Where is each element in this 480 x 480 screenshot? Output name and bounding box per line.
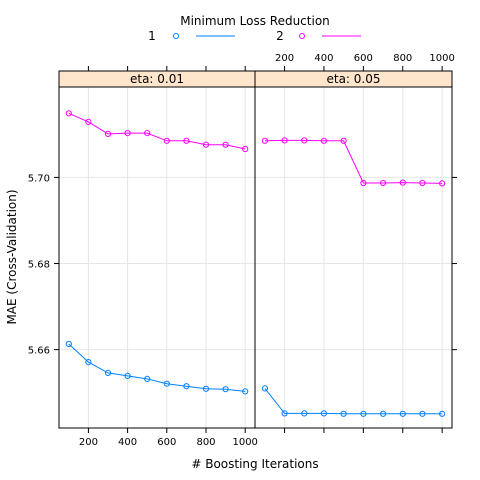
data-point-2 bbox=[144, 130, 151, 137]
panel-2: eta: 0.05 200 400 600 800 1000 bbox=[254, 53, 457, 433]
legend-label-1: 1 bbox=[148, 29, 156, 43]
x-tick-label-top: 600 bbox=[354, 53, 373, 64]
data-point-2 bbox=[320, 137, 327, 144]
data-point-1 bbox=[261, 385, 268, 392]
series-line-1 bbox=[264, 388, 443, 415]
data-point-1 bbox=[85, 359, 92, 366]
data-point-1 bbox=[202, 385, 210, 392]
legend-label-2: 2 bbox=[276, 29, 284, 43]
data-point-2 bbox=[222, 141, 229, 148]
data-point-1 bbox=[183, 383, 190, 390]
data-point-1 bbox=[340, 410, 347, 417]
data-point-1 bbox=[281, 410, 288, 417]
legend-marker-2 bbox=[299, 33, 305, 39]
panel-border bbox=[254, 86, 453, 429]
data-point-1 bbox=[163, 380, 170, 387]
series-line-2 bbox=[68, 112, 246, 150]
strip-label: eta: 0.01 bbox=[130, 72, 184, 86]
data-point-2 bbox=[360, 179, 367, 187]
data-point-2 bbox=[242, 145, 249, 153]
data-point-1 bbox=[144, 375, 151, 382]
data-point-2 bbox=[124, 130, 131, 137]
data-point-1 bbox=[124, 372, 131, 379]
data-point-2 bbox=[380, 179, 387, 187]
data-point-1 bbox=[242, 388, 249, 395]
data-point-2 bbox=[85, 118, 92, 126]
data-point-1 bbox=[399, 410, 406, 417]
x-tick-label-top: 200 bbox=[275, 53, 294, 64]
y-tick-label: 5.68 bbox=[28, 260, 50, 271]
data-point-1 bbox=[301, 410, 308, 417]
data-point-2 bbox=[261, 137, 268, 144]
data-point-2 bbox=[104, 130, 112, 137]
x-tick-label: 800 bbox=[196, 437, 215, 448]
data-point-1 bbox=[380, 410, 387, 417]
y-tick-label: 5.70 bbox=[28, 173, 50, 184]
x-tick-label: 1000 bbox=[232, 437, 257, 448]
strip-label: eta: 0.05 bbox=[326, 72, 380, 86]
x-tick-label-top: 1000 bbox=[429, 53, 454, 64]
panel-1: eta: 0.01 200 400 600 800 1000 5.66 5.68 5.70 bbox=[28, 66, 258, 448]
data-point-2 bbox=[439, 180, 446, 187]
data-point-1 bbox=[104, 369, 112, 376]
data-point-1 bbox=[222, 386, 229, 393]
data-point-2 bbox=[419, 179, 426, 187]
x-axis-label: # Boosting Iterations bbox=[191, 457, 318, 471]
legend-title: Minimum Loss Reduction bbox=[180, 14, 330, 28]
x-tick-label: 400 bbox=[118, 437, 137, 448]
data-point-2 bbox=[202, 141, 210, 148]
x-tick-label-top: 400 bbox=[314, 53, 333, 64]
series-line-1 bbox=[68, 343, 246, 392]
data-point-2 bbox=[183, 137, 190, 144]
data-point-2 bbox=[281, 137, 288, 144]
data-point-2 bbox=[301, 137, 308, 144]
data-point-1 bbox=[320, 410, 327, 417]
data-point-2 bbox=[340, 137, 347, 144]
data-point-1 bbox=[439, 410, 446, 417]
series-line-2 bbox=[264, 139, 443, 184]
data-point-1 bbox=[65, 340, 72, 348]
y-tick-label: 5.66 bbox=[28, 346, 50, 357]
y-axis-label: MAE (Cross-Validation) bbox=[5, 189, 19, 324]
data-point-2 bbox=[399, 179, 406, 186]
data-point-1 bbox=[360, 410, 367, 417]
x-tick-label: 200 bbox=[79, 437, 98, 448]
data-point-1 bbox=[419, 410, 426, 417]
data-point-2 bbox=[163, 137, 170, 144]
x-tick-label: 600 bbox=[157, 437, 176, 448]
legend-marker-1 bbox=[173, 33, 179, 39]
data-point-2 bbox=[65, 110, 72, 117]
x-tick-label-top: 800 bbox=[393, 53, 412, 64]
